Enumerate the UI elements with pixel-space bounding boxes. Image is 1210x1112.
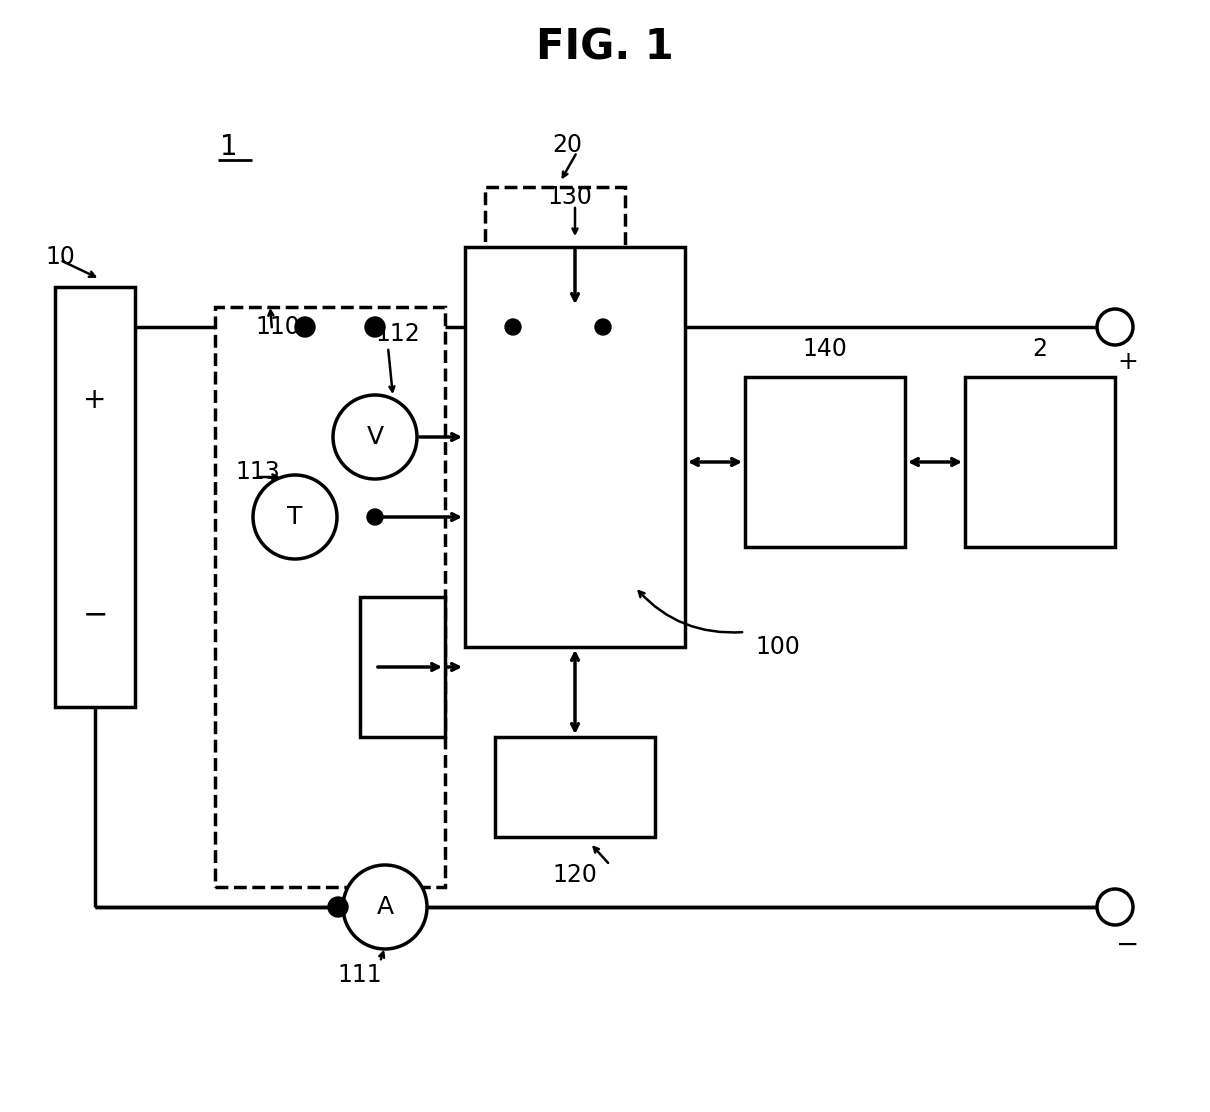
Circle shape — [1097, 309, 1133, 345]
Circle shape — [595, 319, 611, 335]
Text: 140: 140 — [802, 337, 847, 361]
Circle shape — [367, 509, 384, 525]
Text: +: + — [1118, 350, 1139, 374]
Text: +: + — [83, 386, 106, 415]
Text: 1: 1 — [220, 133, 237, 161]
Text: 130: 130 — [548, 185, 593, 209]
Text: V: V — [367, 425, 384, 449]
Circle shape — [342, 865, 427, 949]
Circle shape — [333, 395, 417, 479]
Text: T: T — [287, 505, 302, 529]
Text: 20: 20 — [552, 133, 582, 157]
Text: A: A — [376, 895, 393, 919]
Text: 10: 10 — [45, 245, 75, 269]
Text: 120: 120 — [553, 863, 598, 887]
Bar — [361, 597, 445, 737]
Text: 111: 111 — [338, 963, 382, 987]
Bar — [465, 247, 685, 647]
Text: FIG. 1: FIG. 1 — [536, 26, 674, 68]
Text: 100: 100 — [755, 635, 800, 659]
Bar — [495, 737, 655, 837]
Circle shape — [295, 317, 315, 337]
Text: 2: 2 — [1032, 337, 1048, 361]
Bar — [485, 187, 626, 307]
Text: 112: 112 — [375, 322, 420, 346]
Circle shape — [1097, 888, 1133, 925]
Bar — [54, 287, 136, 707]
Text: 110: 110 — [255, 315, 300, 339]
Text: −: − — [1117, 931, 1140, 959]
Text: −: − — [82, 600, 108, 629]
Circle shape — [328, 897, 348, 917]
Bar — [215, 307, 445, 887]
Circle shape — [505, 319, 522, 335]
Bar — [745, 377, 905, 547]
Text: 113: 113 — [235, 460, 280, 484]
Circle shape — [253, 475, 338, 559]
Circle shape — [365, 317, 385, 337]
Bar — [966, 377, 1114, 547]
